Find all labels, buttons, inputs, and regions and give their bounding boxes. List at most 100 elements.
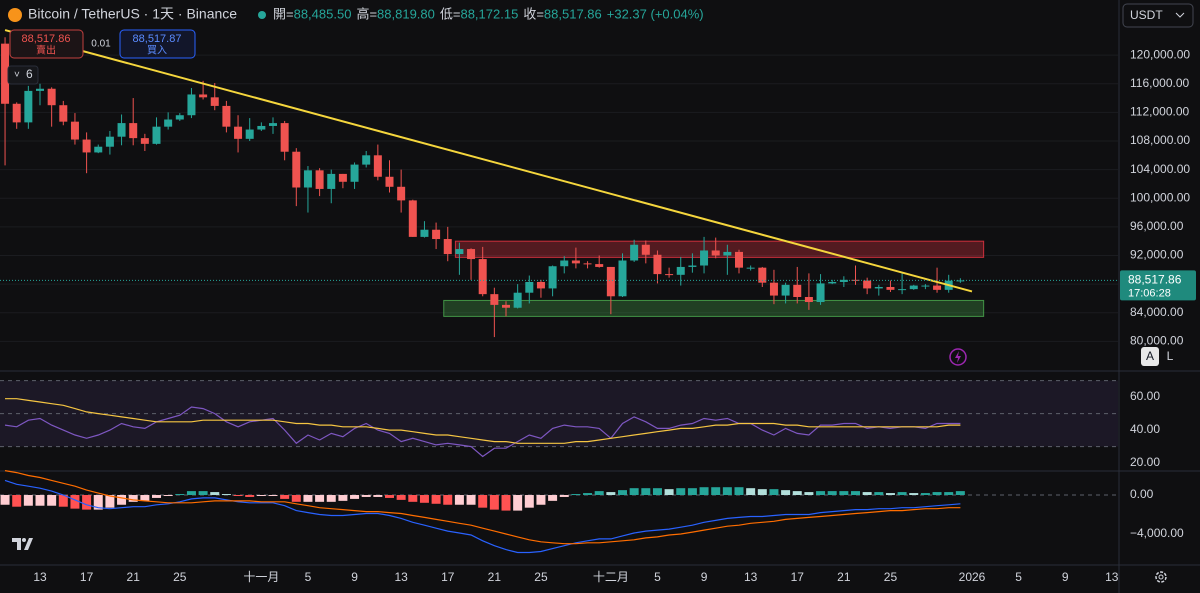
x-tick-label: 17	[791, 570, 805, 584]
candle-body	[362, 155, 371, 165]
histogram-bar	[221, 494, 231, 496]
dropdown-chevron	[1175, 12, 1185, 18]
x-tick-label: 25	[173, 570, 187, 584]
histogram-bar	[23, 495, 33, 506]
candle-body	[700, 250, 709, 266]
histogram-bar	[664, 489, 674, 496]
histogram-bar	[816, 491, 826, 496]
y-tick-label: 108,000.00	[1130, 133, 1190, 147]
x-tick-label: 13	[33, 570, 47, 584]
x-tick-label: 21	[488, 570, 502, 584]
tradingview-logo-dot	[22, 538, 26, 542]
symbol-icon	[8, 8, 22, 22]
settings-icon[interactable]	[1155, 571, 1167, 583]
histogram-bar	[175, 494, 185, 496]
candle-body	[723, 251, 732, 256]
histogram-bar	[198, 491, 208, 496]
symbol-title: Bitcoin / TetherUS · 1天 · Binance	[28, 6, 237, 22]
y-tick-label: 80,000.00	[1130, 334, 1184, 348]
candle-body	[874, 286, 883, 289]
ohlc-value: 88,819.80	[377, 6, 435, 21]
histogram-bar	[12, 495, 22, 507]
histogram-bar	[152, 495, 161, 498]
histogram-bar	[431, 495, 441, 504]
candle-body	[420, 229, 429, 237]
indicator-line	[4, 470, 961, 545]
y-tick-label: 100,000.00	[1130, 190, 1190, 204]
candle-body	[443, 239, 452, 255]
histogram-bar	[606, 492, 616, 496]
y-tick-label: 104,000.00	[1130, 162, 1190, 176]
buy-button[interactable]	[119, 29, 196, 59]
histogram-bar	[513, 495, 523, 511]
market-status	[258, 11, 266, 19]
ohlc-value: 88,517.86	[544, 6, 602, 21]
histogram-bar	[722, 487, 732, 496]
candle-body	[129, 123, 138, 139]
histogram-bar	[781, 490, 791, 496]
x-tick-label: 25	[884, 570, 898, 584]
candle-body	[571, 260, 580, 264]
candle-body	[36, 88, 44, 91]
histogram-bar	[47, 495, 57, 506]
currency-select[interactable]	[1122, 3, 1194, 28]
candle-body	[432, 229, 441, 240]
candle-body	[781, 284, 790, 296]
histogram-bar	[361, 495, 371, 497]
histogram-bar	[385, 495, 394, 498]
candle-body	[187, 94, 196, 116]
candle-body	[478, 259, 487, 295]
histogram-bar	[583, 493, 593, 496]
indicators-toggle[interactable]	[7, 65, 39, 85]
y-tick-label: 40.00	[1130, 422, 1160, 436]
histogram-bar	[769, 489, 779, 496]
candle-body	[327, 173, 336, 189]
candle-body	[164, 119, 173, 127]
x-tick-label: 9	[351, 570, 358, 584]
histogram-bar	[58, 495, 68, 507]
histogram-bar	[245, 495, 255, 497]
histogram-bar	[536, 495, 546, 505]
auto-scale-button[interactable]	[1141, 347, 1159, 366]
histogram-bar	[35, 495, 45, 506]
histogram-bar	[501, 495, 511, 511]
tradingview-logo	[12, 538, 33, 550]
histogram-bar	[920, 493, 930, 496]
rsi-band	[0, 380, 1118, 447]
histogram-bar	[466, 495, 476, 505]
histogram-bar	[0, 495, 10, 505]
candle-body	[630, 244, 639, 261]
candle-body	[688, 265, 697, 267]
histogram-bar	[210, 492, 220, 496]
ohlc-label: 收=	[523, 6, 544, 21]
histogram-bar	[955, 491, 965, 496]
sell-button[interactable]	[9, 29, 84, 59]
candle-body	[303, 170, 312, 188]
histogram-bar	[652, 488, 662, 496]
lightning-icon[interactable]	[949, 348, 967, 366]
histogram-bar	[524, 495, 534, 508]
histogram-bar	[128, 495, 138, 502]
histogram-bar	[932, 492, 942, 496]
sell-label: 賣出	[36, 44, 56, 57]
candle-body	[280, 123, 289, 152]
x-tick-label: 25	[534, 570, 548, 584]
candle-body	[735, 251, 743, 268]
x-tick-label: 21	[127, 570, 141, 584]
histogram-bar	[186, 491, 196, 496]
candle-body	[175, 115, 184, 120]
histogram-bar	[792, 491, 802, 496]
trendline	[4, 29, 973, 293]
candle-body	[746, 267, 755, 269]
candle-body	[711, 250, 720, 256]
buy-price: 88,517.87	[133, 33, 182, 45]
currency: USDT	[1130, 8, 1163, 22]
candle-body	[665, 274, 674, 276]
candle-body	[70, 121, 79, 140]
ohlc-value: 88,172.15	[460, 6, 518, 21]
candle-body	[653, 254, 662, 275]
log-scale-label: L	[1167, 349, 1174, 363]
candle-body	[47, 88, 56, 106]
y-tick-label: 116,000.00	[1130, 76, 1189, 90]
